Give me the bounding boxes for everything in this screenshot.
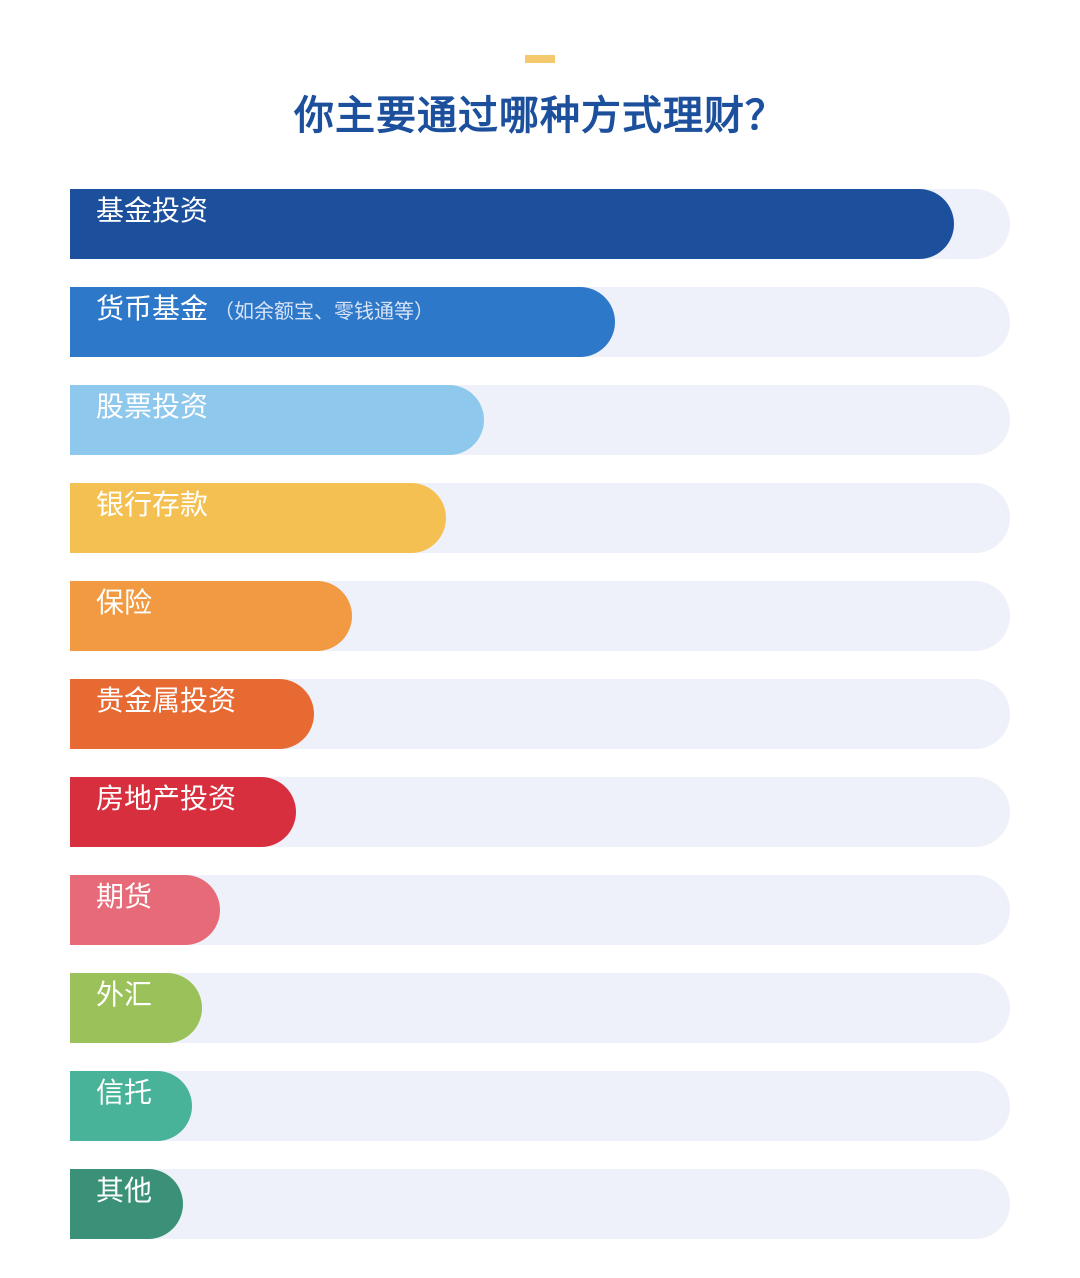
bar-row: 货币基金（如余额宝、零钱通等） <box>70 287 1010 357</box>
bar-label-text: 贵金属投资 <box>96 679 236 719</box>
bar-label: 房地产投资 <box>70 777 236 847</box>
bar-track: 银行存款 <box>70 483 1010 553</box>
bar-row: 保险 <box>70 581 1010 651</box>
bar-row: 其他 <box>70 1169 1010 1239</box>
bar-label: 贵金属投资 <box>70 679 236 749</box>
bar-label: 信托 <box>70 1071 152 1141</box>
bar-track: 股票投资 <box>70 385 1010 455</box>
bar-label: 保险 <box>70 581 152 651</box>
bar-track: 货币基金（如余额宝、零钱通等） <box>70 287 1010 357</box>
bar-sublabel: （如余额宝、零钱通等） <box>214 295 434 324</box>
bar-label: 货币基金（如余额宝、零钱通等） <box>70 287 434 357</box>
bar-track: 其他 <box>70 1169 1010 1239</box>
bar-label-text: 股票投资 <box>96 385 208 425</box>
bar-row: 贵金属投资 <box>70 679 1010 749</box>
bar-label-text: 基金投资 <box>96 189 208 229</box>
bar-label-text: 货币基金 <box>96 287 208 327</box>
bar-label: 其他 <box>70 1169 152 1239</box>
bar-label-text: 外汇 <box>96 973 152 1013</box>
bar-label: 外汇 <box>70 973 152 1043</box>
title-accent-bar <box>525 55 555 63</box>
bar-label-text: 期货 <box>96 875 152 915</box>
bar-row: 股票投资 <box>70 385 1010 455</box>
bar-track: 房地产投资 <box>70 777 1010 847</box>
bar-track: 保险 <box>70 581 1010 651</box>
bar-track: 基金投资 <box>70 189 1010 259</box>
chart-container: 基金投资货币基金（如余额宝、零钱通等） 股票投资银行存款保险贵金属投资房地产投资期… <box>0 189 1080 1239</box>
bar-track: 期货 <box>70 875 1010 945</box>
bar-track: 信托 <box>70 1071 1010 1141</box>
bar-label-text: 银行存款 <box>96 483 208 523</box>
bar-label-text: 其他 <box>96 1169 152 1209</box>
bar-label: 期货 <box>70 875 152 945</box>
bar-label-text: 房地产投资 <box>96 777 236 817</box>
bar-row: 期货 <box>70 875 1010 945</box>
bar-label: 基金投资 <box>70 189 208 259</box>
bar-track: 外汇 <box>70 973 1010 1043</box>
bar-row: 外汇 <box>70 973 1010 1043</box>
bar-row: 信托 <box>70 1071 1010 1141</box>
bar-row: 基金投资 <box>70 189 1010 259</box>
chart-title: 你主要通过哪种方式理财？ <box>0 83 1080 141</box>
bar-label: 银行存款 <box>70 483 208 553</box>
bar-row: 银行存款 <box>70 483 1010 553</box>
bar-label-text: 保险 <box>96 581 152 621</box>
bar-label-text: 信托 <box>96 1071 152 1111</box>
bar-row: 房地产投资 <box>70 777 1010 847</box>
bar-track: 贵金属投资 <box>70 679 1010 749</box>
bar-label: 股票投资 <box>70 385 208 455</box>
